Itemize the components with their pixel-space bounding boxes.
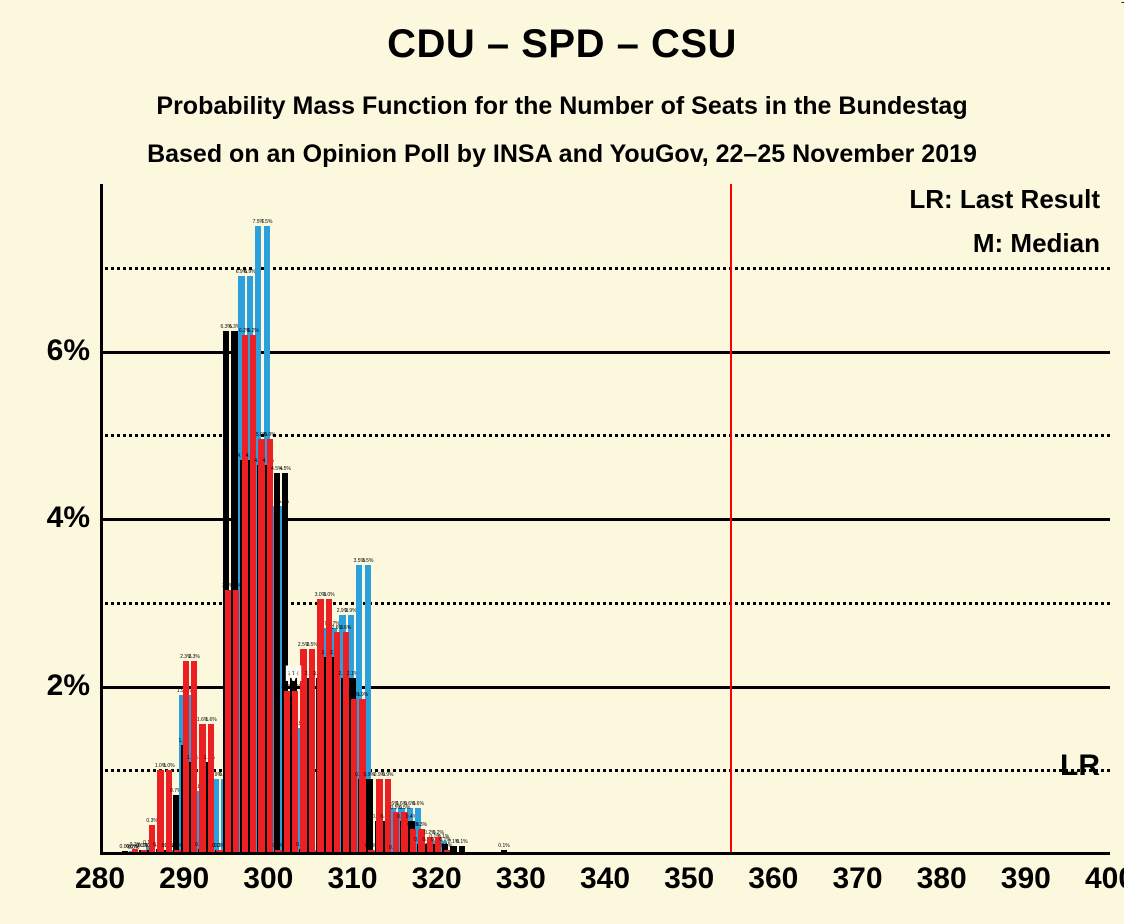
x-axis-tick-label: 320 xyxy=(402,862,472,896)
bar-value-label: 0.1% xyxy=(498,843,509,849)
bar-value-label: 2.5% xyxy=(306,642,317,648)
bar-black xyxy=(274,473,280,854)
bar-red xyxy=(242,335,248,854)
bar-value-label: 1.6% xyxy=(205,717,216,723)
x-axis-tick-label: 360 xyxy=(738,862,808,896)
bar-value-label: 1.0% xyxy=(163,763,174,769)
x-axis-tick-label: 390 xyxy=(991,862,1061,896)
bar-value-label: 0.6% xyxy=(413,801,424,807)
bar-red xyxy=(199,724,205,854)
x-axis-tick-label: 370 xyxy=(823,862,893,896)
bar-red xyxy=(233,590,239,854)
bar-value-label: 0.3% xyxy=(146,818,157,824)
bars-container: 0.0%0.0%0.0%0.1%0.1%0.1%0.1%0.1%0.3%0.1%… xyxy=(100,184,1110,854)
x-axis-tick-label: 300 xyxy=(233,862,303,896)
bar-value-label: 6.2% xyxy=(247,328,258,334)
bar-value-label: 6.9% xyxy=(244,269,255,275)
bar-red xyxy=(267,439,273,854)
bar-red xyxy=(309,649,315,854)
x-axis-tick-label: 350 xyxy=(654,862,724,896)
bar-red xyxy=(191,661,197,854)
chart-title: CDU – SPD – CSU xyxy=(0,22,1124,67)
bar-value-label: 0.3% xyxy=(416,822,427,828)
x-axis-tick-label: 380 xyxy=(907,862,977,896)
bar-value-label: 3.0% xyxy=(323,592,334,598)
bar-value-label: 2.3% xyxy=(188,654,199,660)
bar-value-label: 0.5% xyxy=(399,805,410,811)
bar-value-label: 2.9% xyxy=(345,608,356,614)
x-axis-tick-label: 330 xyxy=(486,862,556,896)
y-axis-tick-label: 4% xyxy=(20,501,90,535)
copyright-text: © 2021 Filip van Laenen xyxy=(1118,0,1124,4)
bar-red xyxy=(157,770,163,854)
bar-red xyxy=(334,632,340,854)
bar-red xyxy=(208,724,214,854)
bar-red xyxy=(343,632,349,854)
plot-area: 2%4%6%LRLR: Last ResultM: Median28029030… xyxy=(100,184,1110,854)
median-marker: M xyxy=(284,661,302,687)
bar-value-label: 0.2% xyxy=(433,830,444,836)
x-axis-line xyxy=(100,852,1110,855)
y-axis-tick-label: 2% xyxy=(20,669,90,703)
y-axis-tick-label: 6% xyxy=(20,334,90,368)
bar-value-label: 3.5% xyxy=(362,558,373,564)
bar-red xyxy=(317,599,323,854)
bar-red xyxy=(284,691,290,854)
bar-red xyxy=(385,779,391,854)
x-axis-tick-label: 280 xyxy=(65,862,135,896)
bar-red xyxy=(225,590,231,854)
bar-value-label: 0.9% xyxy=(382,772,393,778)
bar-red xyxy=(258,439,264,854)
chart-canvas: CDU – SPD – CSU Probability Mass Functio… xyxy=(0,0,1124,924)
x-axis-tick-label: 340 xyxy=(570,862,640,896)
bar-value-label: 2.6% xyxy=(340,625,351,631)
bar-value-label: 1.9% xyxy=(357,692,368,698)
bar-value-label: 0.1% xyxy=(456,839,467,845)
bar-red xyxy=(149,825,155,854)
bar-value-label: 7.5% xyxy=(261,219,272,225)
bar-red xyxy=(250,335,256,854)
bar-red xyxy=(292,691,298,854)
bar-red xyxy=(166,770,172,854)
x-axis-tick-label: 400 xyxy=(1075,862,1124,896)
chart-subtitle-1: Probability Mass Function for the Number… xyxy=(0,92,1124,121)
x-axis-tick-label: 310 xyxy=(318,862,388,896)
x-axis-tick-label: 290 xyxy=(149,862,219,896)
chart-subtitle-2: Based on an Opinion Poll by INSA and You… xyxy=(0,140,1124,169)
bar-value-label: 4.5% xyxy=(279,466,290,472)
bar-value-label: 5.0% xyxy=(264,432,275,438)
bar-red xyxy=(326,599,332,854)
